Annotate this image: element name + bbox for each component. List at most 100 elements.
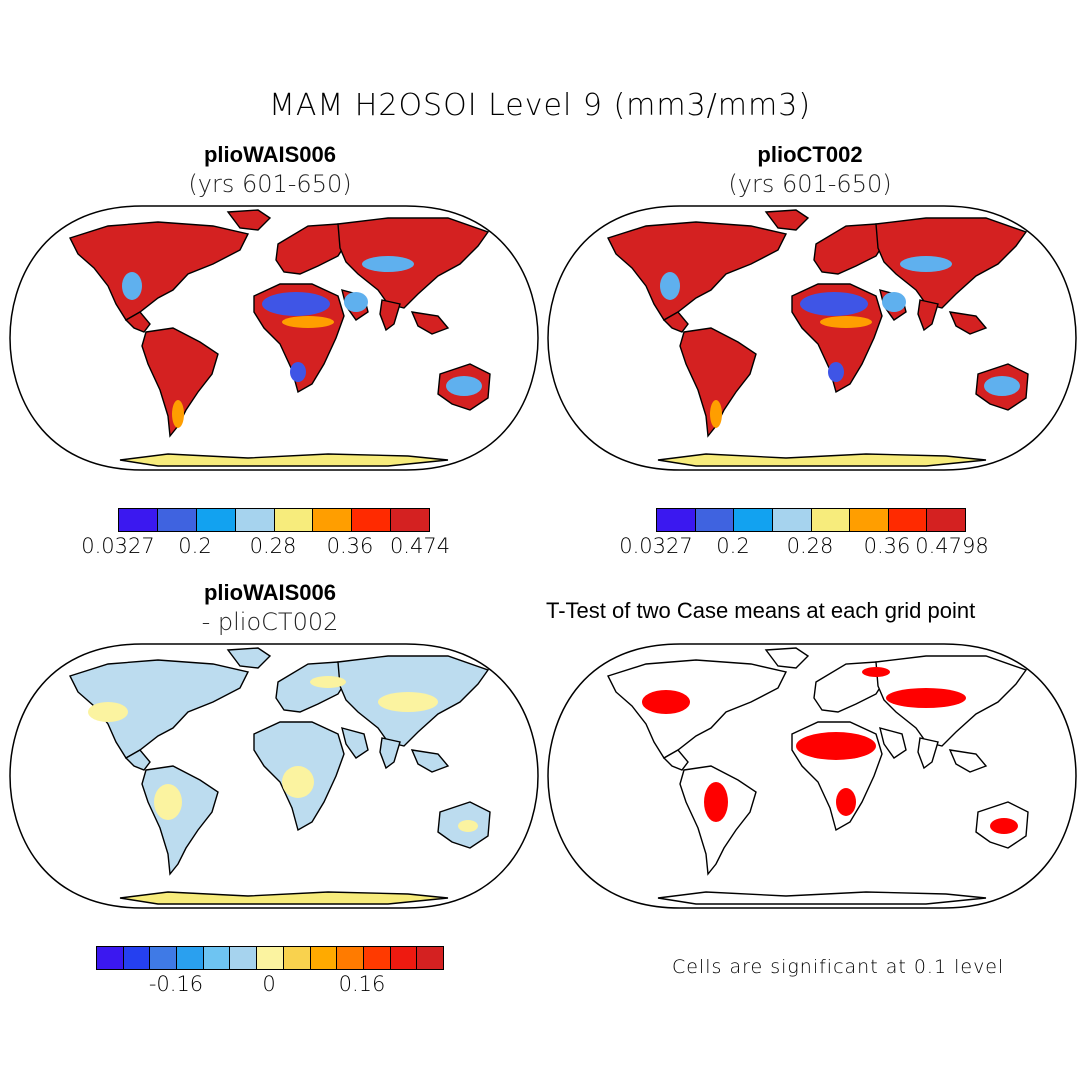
colorbar-swatch [203, 947, 231, 969]
map-frame [547, 643, 1077, 909]
arabia-dry-region [344, 292, 368, 312]
positive-difference-region [310, 676, 346, 688]
colorbar-swatch [123, 947, 151, 969]
positive-difference-region [378, 692, 438, 712]
map-panel-2 [547, 205, 1077, 471]
panel4-title: T-Test of two Case means at each grid po… [546, 598, 976, 623]
greenland-land [226, 647, 272, 669]
northAmerica-land [69, 221, 250, 321]
map-panel-1 [9, 205, 539, 471]
central-asia-dry-region [900, 256, 952, 272]
panel1-subtitle: (yrs 601-650) [188, 170, 352, 198]
antarctica-land [119, 453, 449, 467]
colorbar-1-tick: 0.474 [389, 534, 451, 558]
australia-dry-region [446, 376, 482, 396]
colorbar-1-tick: 0.36 [326, 534, 374, 558]
colorbar-swatch [772, 509, 812, 531]
colorbar-1 [118, 508, 430, 532]
colorbar-swatch [391, 509, 429, 531]
positive-difference-region [154, 784, 182, 820]
western-us-dry-region [122, 272, 142, 300]
europe-land [813, 223, 887, 275]
colorbar-3-tick: 0.16 [338, 972, 386, 996]
colorbar-2-tick: 0.0327 [619, 534, 693, 558]
centralAmerica-land [124, 749, 151, 771]
southAmerica-land [141, 765, 219, 876]
map-panel-4 [547, 643, 1077, 909]
colorbar-swatch [811, 509, 851, 531]
colorbar-3-tick: -0.16 [148, 972, 204, 996]
significant-region [796, 732, 876, 760]
colorbar-2-tick: 0.2 [716, 534, 750, 558]
greenland-land [764, 209, 810, 231]
colorbar-swatch [850, 509, 889, 531]
kalahari-dry-region [290, 362, 306, 382]
india-land [379, 299, 401, 332]
sahel-region [820, 316, 872, 328]
seAsia-land [948, 311, 988, 335]
colorbar-1-labels: 0.0327 0.2 0.28 0.36 0.474 [81, 534, 450, 560]
colorbar-swatch [97, 947, 124, 969]
colorbar-swatch [695, 509, 735, 531]
india-land [917, 737, 939, 770]
significant-region [704, 782, 728, 822]
colorbar-1-tick: 0.0327 [81, 534, 155, 558]
colorbar-swatch [657, 509, 696, 531]
colorbar-swatch [310, 947, 338, 969]
andes-region [172, 400, 184, 428]
western-us-dry-region [660, 272, 680, 300]
colorbar-swatch [257, 947, 284, 969]
arabia-land [879, 727, 907, 759]
map-frame [9, 643, 539, 909]
centralAmerica-land [124, 311, 151, 333]
panel3-subtitle: - plioCT002 [201, 608, 339, 636]
colorbar-swatch [734, 509, 773, 531]
arabia-land [341, 727, 369, 759]
sahel-region [282, 316, 334, 328]
colorbar-2-tick: 0.28 [786, 534, 834, 558]
colorbar-swatch [352, 509, 392, 531]
northAmerica-land [607, 221, 788, 321]
significant-region [642, 690, 690, 714]
map-panel-3 [9, 643, 539, 909]
sahara-dry-region [800, 292, 868, 316]
centralAmerica-land [662, 749, 689, 771]
colorbar-swatch [119, 509, 158, 531]
map-frame [547, 205, 1077, 471]
colorbar-3-tick: 0 [262, 972, 276, 996]
seAsia-land [410, 749, 450, 773]
significance-note: Cells are significant at 0.1 level [672, 956, 1005, 978]
positive-difference-region [282, 766, 314, 798]
panel2-title: plioCT002 [757, 142, 863, 167]
colorbar-swatch [313, 509, 353, 531]
sahara-dry-region [262, 292, 330, 316]
map-frame [9, 205, 539, 471]
colorbar-3-labels: -0.16 0 0.16 [96, 972, 442, 998]
colorbar-swatch [283, 947, 311, 969]
greenland-land [226, 209, 272, 231]
colorbar-swatch [927, 509, 965, 531]
colorbar-swatch [196, 509, 236, 531]
colorbar-swatch [337, 947, 364, 969]
australia-dry-region [984, 376, 1020, 396]
antarctica-land [657, 891, 987, 905]
colorbar-2-labels: 0.0327 0.2 0.28 0.36 0.4798 [619, 534, 988, 560]
colorbar-swatch [363, 947, 391, 969]
colorbar-3 [96, 946, 444, 970]
colorbar-swatch [150, 947, 178, 969]
colorbar-1-tick: 0.28 [249, 534, 297, 558]
antarctica-land [119, 891, 449, 905]
greenland-land [764, 647, 810, 669]
colorbar-2-tick: 0.36 [863, 534, 911, 558]
significant-region [862, 667, 890, 677]
kalahari-dry-region [828, 362, 844, 382]
colorbar-swatch [417, 947, 443, 969]
colorbar-swatch [230, 947, 258, 969]
significant-region [836, 788, 856, 816]
colorbar-swatch [888, 509, 928, 531]
centralAmerica-land [662, 311, 689, 333]
colorbar-1-tick: 0.2 [178, 534, 212, 558]
europe-land [275, 661, 349, 713]
colorbar-swatch [157, 509, 197, 531]
colorbar-swatch [235, 509, 275, 531]
